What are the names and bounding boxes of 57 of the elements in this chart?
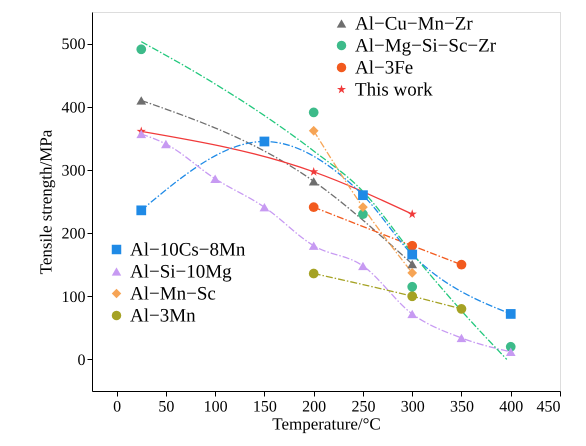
- legend-label: Al−Mg−Si−Sc−Zr: [355, 36, 497, 56]
- point: [260, 202, 270, 212]
- point: [407, 268, 418, 278]
- point: [456, 304, 466, 314]
- point: [407, 240, 418, 251]
- legend-label: Al−10Cs−8Mn: [130, 240, 246, 260]
- point: [407, 250, 418, 260]
- point: [358, 202, 368, 212]
- point: [308, 202, 319, 212]
- y-tick-label: 200: [62, 226, 86, 243]
- x-tick-label: 0: [113, 398, 122, 416]
- point: [136, 44, 146, 54]
- legend-label: Al−3Fe: [355, 58, 414, 78]
- point: [506, 309, 516, 319]
- legend-label: Al−Mn−Sc: [130, 284, 216, 304]
- point: [136, 205, 146, 216]
- x-tick-label: 200: [302, 398, 326, 416]
- point: [309, 166, 318, 176]
- point: [506, 348, 516, 356]
- point: [407, 282, 418, 292]
- point: [260, 136, 270, 146]
- x-tick-label: 50: [158, 398, 174, 416]
- y-tick-label: 500: [62, 36, 86, 54]
- x-tick-label: 100: [204, 398, 228, 416]
- point: [308, 268, 319, 278]
- point: [308, 108, 319, 118]
- point: [358, 262, 368, 270]
- point: [308, 126, 319, 136]
- point: [308, 241, 319, 250]
- legend-label: Al−3Mn: [130, 306, 196, 326]
- point: [308, 177, 319, 186]
- y-tick-label: 300: [62, 162, 86, 180]
- legend-label: Al−Si−10Mg: [130, 262, 232, 282]
- point: [136, 130, 146, 138]
- point: [407, 291, 418, 302]
- point: [408, 209, 417, 218]
- point: [136, 96, 146, 105]
- y-tick-label: 0: [78, 352, 86, 369]
- x-tick-label: 300: [400, 398, 425, 416]
- legend-label: Al−Cu−Mn−Zr: [355, 14, 474, 34]
- y-tick-label: 400: [62, 99, 86, 116]
- x-tick-label: 150: [252, 398, 277, 416]
- y-axis-title: Tensile strength/MPa: [36, 129, 56, 274]
- point: [407, 310, 418, 318]
- point: [407, 260, 418, 268]
- x-tick-label: 450: [536, 398, 560, 416]
- x-tick-label: 250: [351, 398, 376, 416]
- legend-label: This work: [355, 80, 434, 100]
- x-tick-label: 350: [450, 398, 474, 416]
- x-tick-label: 400: [499, 398, 524, 416]
- y-tick-label: 100: [62, 288, 86, 306]
- x-axis-title: Temperature/°C: [272, 414, 381, 434]
- point: [456, 260, 466, 270]
- point: [210, 174, 220, 183]
- point: [456, 334, 466, 342]
- point: [358, 190, 368, 200]
- point: [161, 140, 171, 148]
